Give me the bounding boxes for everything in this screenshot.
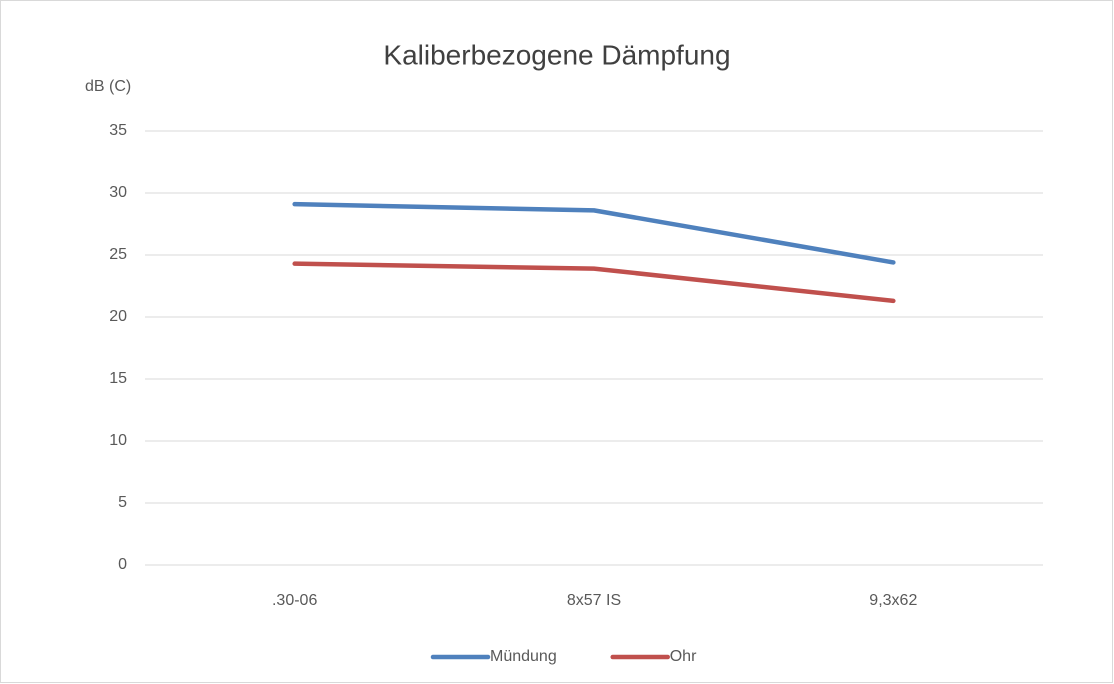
y-tick-label: 25 xyxy=(109,246,127,263)
legend-label: Ohr xyxy=(670,648,697,665)
x-tick-label: .30-06 xyxy=(272,592,317,609)
y-tick-label: 0 xyxy=(118,556,127,573)
y-tick-label: 15 xyxy=(109,370,127,387)
chart-title: Kaliberbezogene Dämpfung xyxy=(383,39,730,70)
line-series xyxy=(292,201,896,265)
y-tick-label: 20 xyxy=(109,308,127,325)
y-tick-label: 35 xyxy=(109,122,127,139)
y-tick-label: 10 xyxy=(109,432,127,449)
y-axis-label: dB (C) xyxy=(85,78,131,95)
line-series xyxy=(292,261,896,304)
y-tick-label: 5 xyxy=(118,494,127,511)
legend-label: Mündung xyxy=(490,648,557,665)
y-tick-label: 30 xyxy=(109,184,127,201)
x-tick-label: 9,3x62 xyxy=(869,592,917,609)
x-tick-label: 8x57 IS xyxy=(567,592,621,609)
